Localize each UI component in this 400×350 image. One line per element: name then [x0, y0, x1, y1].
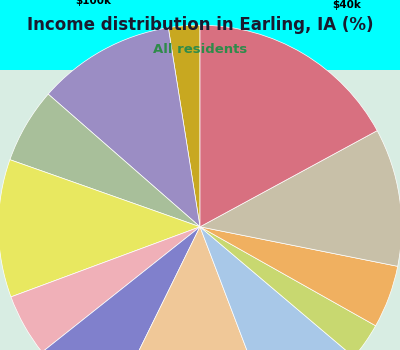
Wedge shape	[48, 28, 200, 227]
Wedge shape	[111, 227, 272, 350]
Wedge shape	[168, 25, 200, 227]
Wedge shape	[200, 25, 377, 227]
Text: Income distribution in Earling, IA (%): Income distribution in Earling, IA (%)	[27, 16, 373, 34]
Wedge shape	[200, 227, 354, 350]
Wedge shape	[11, 227, 200, 350]
Wedge shape	[10, 94, 200, 227]
Wedge shape	[200, 131, 400, 266]
Wedge shape	[42, 227, 200, 350]
Wedge shape	[200, 227, 398, 326]
Wedge shape	[200, 227, 376, 350]
Text: $100k: $100k	[75, 0, 111, 6]
Text: All residents: All residents	[153, 43, 247, 56]
Wedge shape	[0, 160, 200, 297]
Text: ⓘ City-Data.com: ⓘ City-Data.com	[253, 99, 331, 108]
Text: $40k: $40k	[332, 0, 361, 10]
